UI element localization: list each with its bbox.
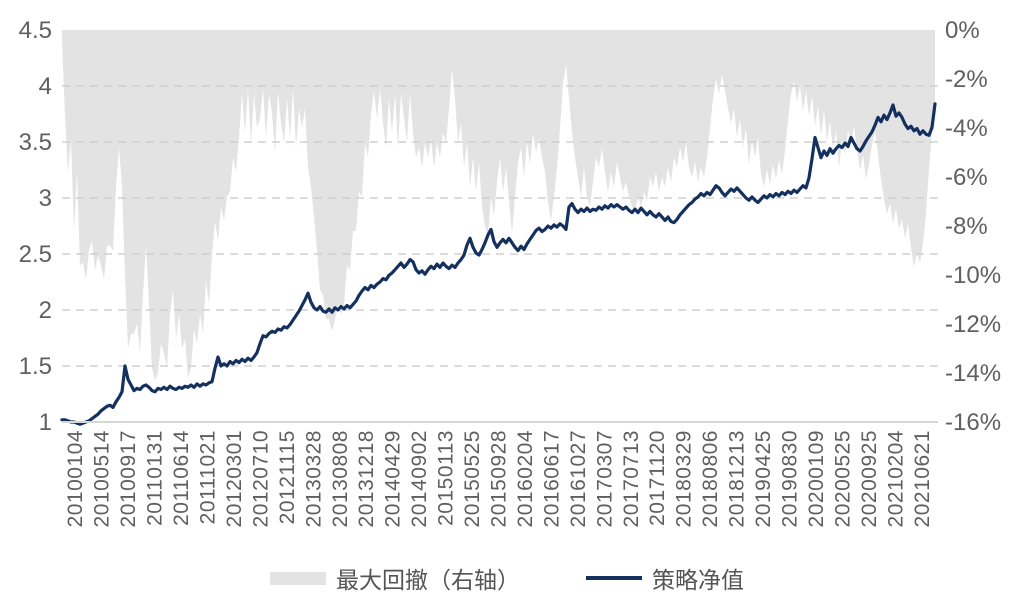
max-drawdown-swatch [270,571,326,585]
legend-item-netvalue: 策略净值 [586,561,744,595]
strategy-netvalue-line [60,102,937,426]
x-axis-tick-label: 20200525 [831,430,854,527]
x-axis-tick-label: 20131218 [355,430,378,527]
x-axis-tick-label: 20160617 [540,430,563,527]
x-axis-tick-label: 20150928 [488,430,511,527]
strategy-netvalue-line-series [60,102,937,426]
right-axis-tick-label: 0% [945,17,980,44]
left-axis-tick-label: 4.5 [19,17,52,44]
left-axis-tick-label: 3 [39,185,52,212]
x-axis-tick-label: 20100104 [64,430,87,527]
x-axis-tick-label: 20190830 [779,430,802,527]
right-axis-tick-label: -12% [945,311,1001,338]
x-axis-tick-label: 20140902 [408,430,431,527]
x-axis-tick-label: 20140429 [382,430,405,527]
netvalue-swatch [586,576,642,580]
right-axis-tick-label: -16% [945,409,1001,436]
left-axis-tick-label: 2.5 [19,241,52,268]
legend: 最大回撤（右轴） 策略净值 [0,561,1014,595]
legend-item-max-drawdown: 最大回撤（右轴） [270,561,520,595]
x-axis-tick-label: 20110131 [144,430,167,526]
x-axis-tick-label: 20210621 [911,430,934,527]
x-axis-tick-label: 20200925 [858,430,881,527]
x-axis-tick-label: 20111021 [197,430,220,524]
x-axis-tick-label: 20110614 [170,430,193,526]
x-axis-tick-label: 20150113 [435,430,458,526]
left-axis-tick-label: 3.5 [19,129,52,156]
left-axis-tick-label: 1 [39,409,52,436]
x-axis-tick-label: 20171120 [646,430,669,526]
x-axis-tick-label: 20100917 [117,430,140,527]
max-drawdown-legend-label: 最大回撤（右轴） [336,568,520,593]
x-axis-tick-label: 20180806 [699,430,722,527]
right-axis-tick-label: -2% [945,66,988,93]
right-axis-tick-label: -10% [945,262,1001,289]
x-axis-tick-label: 20200109 [805,430,828,527]
x-axis-tick-label: 20100514 [91,430,114,527]
x-axis-tick-label: 20120301 [223,430,246,527]
left-axis-tick-label: 2 [39,297,52,324]
x-axis-tick-label: 20190425 [752,430,775,527]
x-axis-tick-label: 20170713 [620,430,643,527]
x-axis-tick-label: 20181213 [726,430,749,527]
left-axis-tick-label: 1.5 [19,353,52,380]
x-axis-tick-label: 20180329 [673,430,696,527]
max-drawdown-area-series [62,30,935,381]
x-axis-tick-label: 20130328 [302,430,325,527]
right-axis-tick-label: -6% [945,164,988,191]
right-axis-tick-label: -14% [945,360,1001,387]
max-drawdown-area [62,30,935,381]
x-axis-tick-label: 20161027 [567,430,590,527]
left-axis-tick-label: 4 [39,73,52,100]
netvalue-legend-label: 策略净值 [652,568,744,593]
x-axis-tick-label: 20210204 [884,430,907,527]
x-axis-tick-label: 20160204 [514,430,537,527]
gridlines [62,85,938,367]
axes: 4.5 4 3.5 3 2.5 2 1.5 1 0% -2% -4% -6% -8% -10% -12% -1… [19,17,1001,527]
x-axis-tick-label: 20130808 [329,430,352,527]
x-axis-tick-label: 20170307 [593,430,616,527]
x-axis-tick-label: 20120710 [249,430,272,527]
x-axis-tick-label: 20150525 [461,430,484,527]
x-axis-tick-label: 20121115 [276,430,299,524]
right-axis-tick-label: -8% [945,213,988,240]
right-axis-tick-label: -4% [945,115,988,142]
